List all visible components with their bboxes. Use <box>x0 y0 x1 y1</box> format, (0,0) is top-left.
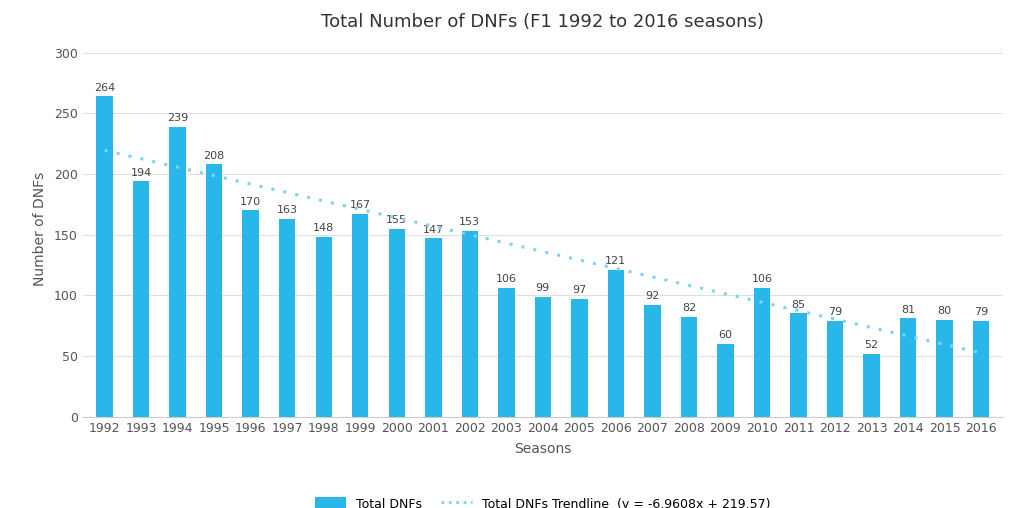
Bar <box>206 164 222 417</box>
Bar <box>352 214 368 417</box>
Bar <box>96 97 113 417</box>
Text: 194: 194 <box>130 168 152 178</box>
Text: 147: 147 <box>423 225 444 235</box>
Bar <box>900 319 916 417</box>
Text: 81: 81 <box>901 305 915 314</box>
Bar <box>389 229 405 417</box>
Text: 52: 52 <box>864 340 879 350</box>
Bar <box>243 210 258 417</box>
Text: 208: 208 <box>204 151 224 161</box>
Bar <box>279 219 296 417</box>
Bar <box>315 237 332 417</box>
Bar <box>535 297 551 417</box>
X-axis label: Seasons: Seasons <box>514 442 572 456</box>
Bar <box>790 313 807 417</box>
Text: 79: 79 <box>974 307 989 317</box>
Bar <box>827 321 843 417</box>
Bar <box>498 288 515 417</box>
Text: 82: 82 <box>681 303 696 313</box>
Text: 148: 148 <box>313 224 334 234</box>
Bar <box>644 305 661 417</box>
Title: Total Number of DNFs (F1 1992 to 2016 seasons): Total Number of DNFs (F1 1992 to 2016 se… <box>322 13 764 31</box>
Text: 239: 239 <box>168 113 188 123</box>
Text: 97: 97 <box>572 285 586 295</box>
Legend: Total DNFs, Total DNFs Trendline  (y = -6.9608x + 219.57): Total DNFs, Total DNFs Trendline (y = -6… <box>310 492 776 508</box>
Bar <box>754 288 770 417</box>
Text: 92: 92 <box>645 292 660 301</box>
Bar <box>170 126 186 417</box>
Text: 80: 80 <box>938 306 951 316</box>
Bar <box>718 344 734 417</box>
Text: 167: 167 <box>349 201 371 210</box>
Text: 155: 155 <box>387 215 407 225</box>
Bar <box>937 320 952 417</box>
Text: 106: 106 <box>752 274 772 284</box>
Bar <box>863 354 880 417</box>
Text: 99: 99 <box>536 283 550 293</box>
Bar <box>461 231 478 417</box>
Bar <box>425 238 442 417</box>
Bar <box>680 317 697 417</box>
Bar <box>571 299 587 417</box>
Text: 153: 153 <box>459 217 481 228</box>
Text: 170: 170 <box>240 197 262 207</box>
Text: 85: 85 <box>791 300 805 310</box>
Text: 79: 79 <box>828 307 842 317</box>
Text: 106: 106 <box>496 274 517 284</box>
Bar <box>133 181 149 417</box>
Bar <box>973 321 990 417</box>
Bar <box>608 270 625 417</box>
Text: 121: 121 <box>605 256 627 266</box>
Text: 264: 264 <box>94 83 115 93</box>
Y-axis label: Number of DNFs: Number of DNFs <box>33 172 47 285</box>
Text: 60: 60 <box>719 330 732 340</box>
Text: 163: 163 <box>277 205 298 215</box>
